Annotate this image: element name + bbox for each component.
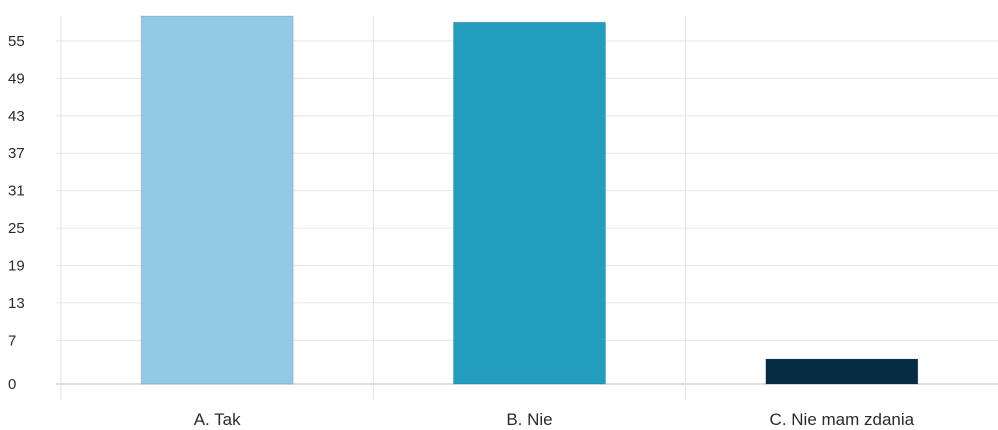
y-tick-label: 7 bbox=[8, 332, 16, 349]
y-tick-label: 0 bbox=[8, 376, 16, 393]
y-tick-label: 37 bbox=[8, 145, 25, 162]
y-tick-label: 55 bbox=[8, 33, 25, 50]
x-category-label: B. Nie bbox=[506, 410, 552, 429]
y-tick-label: 43 bbox=[8, 108, 25, 125]
y-tick-label: 25 bbox=[8, 220, 25, 237]
y-tick-label: 31 bbox=[8, 183, 25, 200]
bar-1 bbox=[140, 15, 294, 385]
y-tick-label: 19 bbox=[8, 257, 25, 274]
x-category-label: C. Nie mam zdania bbox=[770, 410, 915, 429]
x-axis-categories: A. Tak B. Nie C. Nie mam zdania bbox=[194, 410, 915, 429]
bars bbox=[140, 15, 919, 385]
bar-2 bbox=[453, 21, 606, 385]
y-tick-label: 13 bbox=[8, 295, 25, 312]
x-category-label: A. Tak bbox=[194, 410, 241, 429]
bar-3 bbox=[765, 358, 919, 385]
y-axis-ticks: 0 7 13 19 25 31 37 43 49 55 bbox=[8, 33, 25, 393]
y-tick-label: 49 bbox=[8, 70, 25, 87]
